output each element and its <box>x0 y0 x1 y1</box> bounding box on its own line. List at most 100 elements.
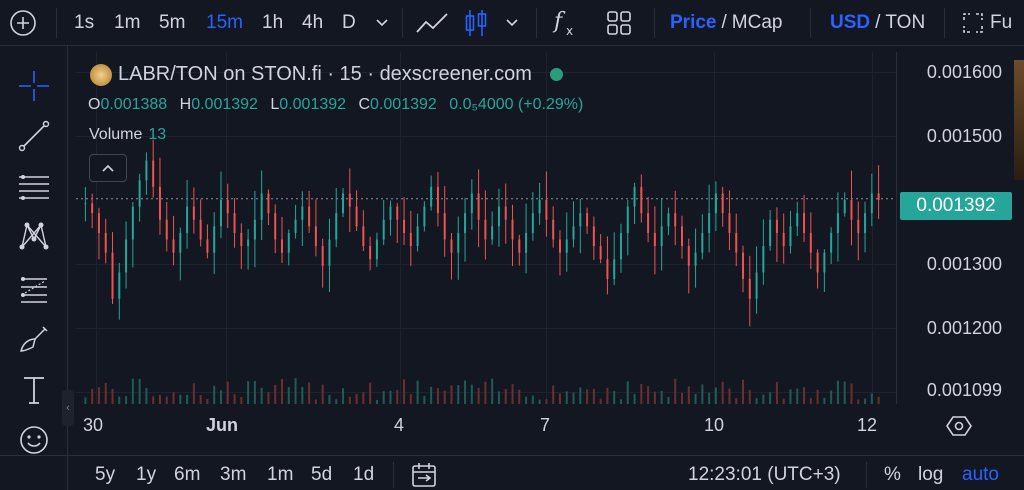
volume-bar <box>769 392 772 404</box>
range-5y[interactable]: 5y <box>95 464 116 485</box>
trend-line-icon[interactable] <box>14 116 54 156</box>
volume-bar <box>84 397 87 404</box>
volume-bar <box>755 398 758 404</box>
volume-bar <box>843 381 846 404</box>
candle-body <box>342 193 345 214</box>
interval-15m[interactable]: 15m <box>206 12 243 33</box>
chart-type-dropdown-icon[interactable] <box>500 0 524 46</box>
text-tool-icon[interactable] <box>14 370 54 410</box>
volume-bar <box>836 380 839 404</box>
currency-toggle[interactable]: USD / TON <box>830 0 925 46</box>
price-chart[interactable] <box>76 52 896 404</box>
range-5d[interactable]: 5d <box>311 464 333 485</box>
candle-body <box>836 213 839 233</box>
fullscreen-button[interactable]: Fu <box>962 0 1012 46</box>
volume-bar <box>308 382 311 404</box>
volume-bar <box>321 384 324 404</box>
range-1d[interactable]: 1d <box>353 464 375 485</box>
volume-bar <box>762 394 765 404</box>
volume-bar <box>111 389 114 404</box>
price-tick-3: 0.001300 <box>926 254 1002 274</box>
volume-bar <box>436 388 439 404</box>
candle-body <box>775 219 778 233</box>
time-label-7: 7 <box>540 415 551 435</box>
volume-bar <box>647 386 650 404</box>
candle-body <box>213 226 216 253</box>
usd-option[interactable]: USD <box>830 12 871 33</box>
interval-1h[interactable]: 1h <box>262 12 284 33</box>
volume-bar <box>870 393 873 404</box>
layout-grid-icon[interactable] <box>604 0 634 46</box>
date-range-icon[interactable] <box>410 461 438 490</box>
candle-body <box>219 200 222 227</box>
interval-dropdown-icon[interactable] <box>372 0 392 46</box>
volume-bar <box>382 391 385 404</box>
candle-body <box>504 206 507 220</box>
volume-bar <box>796 388 799 404</box>
range-1y[interactable]: 1y <box>136 464 157 485</box>
volume-bar <box>775 382 778 404</box>
candle-body <box>531 213 534 233</box>
candle-body <box>192 206 195 220</box>
candle-body <box>206 239 209 253</box>
candle-body <box>355 206 358 227</box>
line-chart-icon[interactable] <box>414 0 450 46</box>
candle-body <box>301 206 304 220</box>
utc-clock[interactable]: 12:23:01 (UTC+3) <box>688 464 841 485</box>
range-3m[interactable]: 3m <box>220 464 247 485</box>
fib-retracement-icon[interactable] <box>14 268 54 308</box>
volume-bar <box>240 397 243 404</box>
time-label-30: 30 <box>83 415 104 435</box>
interval-5m[interactable]: 5m <box>159 12 186 33</box>
ton-option[interactable]: TON <box>885 12 926 33</box>
interval-1m[interactable]: 1m <box>114 12 141 33</box>
range-1m[interactable]: 1m <box>267 464 294 485</box>
close-value: 0.001392 <box>370 96 437 113</box>
volume-bar <box>369 382 372 404</box>
chart-legend-title: LABR/TON on STON.fi · 15 · dexscreener.c… <box>90 63 563 86</box>
add-symbol-icon[interactable] <box>6 0 40 46</box>
volume-bar <box>592 388 595 404</box>
candle-body <box>497 206 500 227</box>
candle-body <box>633 186 636 207</box>
range-6m[interactable]: 6m <box>174 464 201 485</box>
candle-body <box>647 213 650 233</box>
price-option[interactable]: Price <box>670 12 717 33</box>
volume-bar <box>362 392 365 404</box>
collapse-legend-button[interactable] <box>89 154 127 182</box>
interval-1s[interactable]: 1s <box>74 12 95 33</box>
price-mcap-toggle[interactable]: Price / MCap <box>670 0 782 46</box>
volume-bar <box>375 399 378 404</box>
volume-bar <box>735 398 738 404</box>
brush-icon[interactable] <box>14 320 54 360</box>
candles-icon[interactable] <box>462 0 490 46</box>
volume-bar <box>91 388 94 404</box>
candle-body <box>823 252 826 273</box>
percent-toggle[interactable]: % <box>884 464 901 485</box>
pattern-icon[interactable] <box>14 216 54 256</box>
auto-toggle[interactable]: auto <box>962 464 999 485</box>
candle-body <box>165 219 168 240</box>
log-toggle[interactable]: log <box>918 464 944 485</box>
volume-bar <box>389 390 392 404</box>
horizontal-lines-icon[interactable] <box>14 166 54 206</box>
candle-body <box>403 219 406 233</box>
toolbar-collapse-tab[interactable]: ‹ <box>62 390 74 426</box>
volume-bar <box>681 392 683 404</box>
candle-body <box>769 219 772 247</box>
candle-body <box>294 219 297 233</box>
candle-body <box>443 213 446 240</box>
crosshair-icon[interactable] <box>14 66 54 106</box>
mcap-option[interactable]: MCap <box>731 12 783 33</box>
candle-body <box>742 252 745 279</box>
candle-body <box>158 186 161 220</box>
candle-body <box>423 206 426 227</box>
interval-D[interactable]: D <box>342 12 356 33</box>
interval-4h[interactable]: 4h <box>302 12 324 33</box>
candle-body <box>870 193 873 214</box>
chart-settings-icon[interactable] <box>946 414 972 438</box>
candle-body <box>287 232 290 253</box>
emoji-icon[interactable] <box>14 420 54 460</box>
